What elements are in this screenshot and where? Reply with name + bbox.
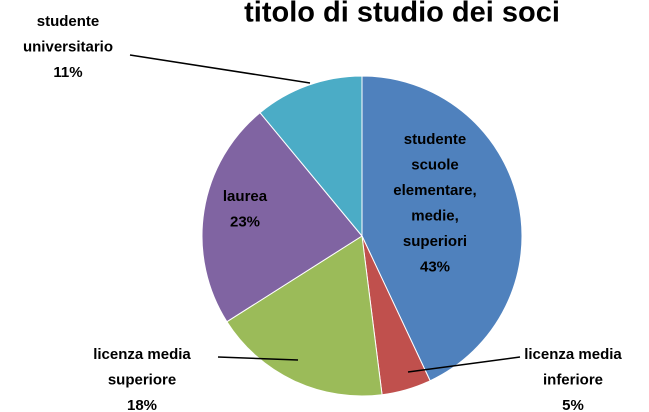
leader-line [217,356,299,361]
pie-slice [226,235,383,397]
slice-label: laurea [223,188,268,205]
chart-title: titolo di studio dei soci [244,0,560,29]
leader-line [129,54,311,84]
slice-value-label: 11% [53,64,82,81]
slice-value-label: 43% [420,258,450,275]
pie-slice [361,75,523,382]
slice-value-label: 23% [230,213,260,230]
slice-label: licenza media inferiore [524,346,622,389]
slice-value-label: 18% [127,397,157,412]
pie-slice [201,112,363,323]
slice-label: licenza media superiore [93,346,191,389]
pie-slice [259,75,363,238]
leader-line [407,356,521,373]
slice-label: studente universitario [23,13,113,56]
slice-label: studente scuole elementare, medie, superiori [393,131,476,250]
slice-value-label: 5% [562,397,584,412]
